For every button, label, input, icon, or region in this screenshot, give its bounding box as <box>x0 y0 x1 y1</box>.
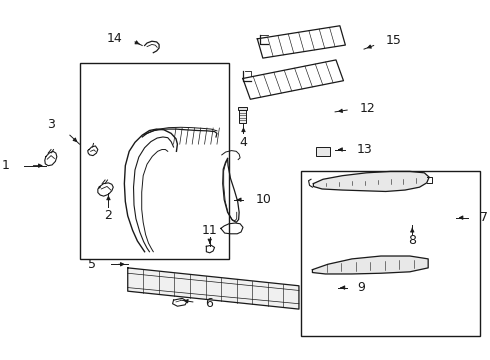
Polygon shape <box>313 256 428 274</box>
Text: 10: 10 <box>255 193 271 206</box>
Text: 2: 2 <box>104 210 112 222</box>
Text: 7: 7 <box>480 211 488 224</box>
Polygon shape <box>128 268 299 309</box>
Text: 5: 5 <box>88 258 97 271</box>
Text: 9: 9 <box>357 281 365 294</box>
Bar <box>79 63 229 259</box>
Text: 13: 13 <box>357 143 372 156</box>
Bar <box>239 108 246 123</box>
Text: 6: 6 <box>205 297 213 310</box>
Text: 1: 1 <box>2 159 10 172</box>
Bar <box>316 147 330 156</box>
Text: 12: 12 <box>359 102 375 115</box>
Text: 14: 14 <box>107 32 123 45</box>
Text: 11: 11 <box>202 224 218 237</box>
Bar <box>238 107 247 110</box>
Polygon shape <box>314 171 429 192</box>
Text: 4: 4 <box>240 136 247 149</box>
Text: 3: 3 <box>48 118 55 131</box>
Text: 15: 15 <box>386 33 402 47</box>
Text: 8: 8 <box>408 234 416 247</box>
Bar <box>301 171 480 336</box>
